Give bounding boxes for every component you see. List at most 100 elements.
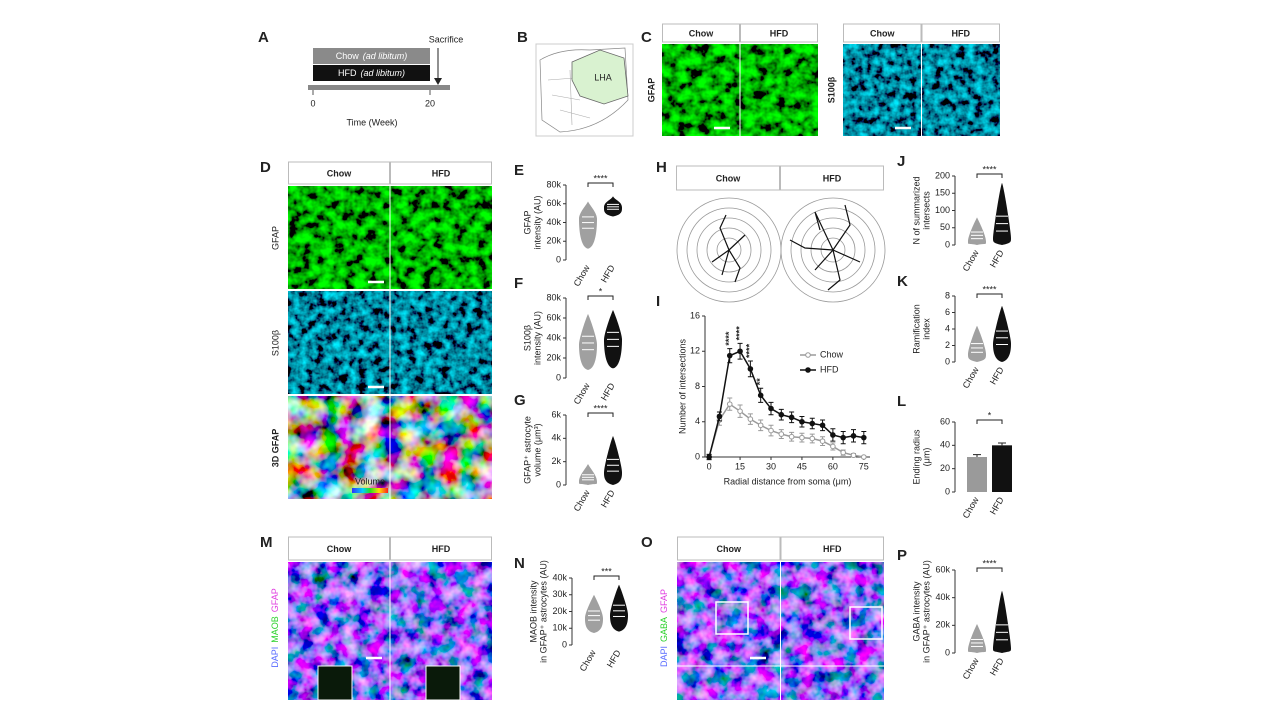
y-tick-label: 200 bbox=[935, 170, 950, 180]
y-tick-label: 20k bbox=[935, 620, 950, 630]
point bbox=[819, 438, 826, 444]
x-tick-label: 20 bbox=[425, 98, 435, 108]
sholl-ring bbox=[820, 237, 846, 263]
point bbox=[840, 449, 846, 456]
x-tick-label: 30 bbox=[766, 461, 776, 471]
panel-label: L bbox=[897, 393, 906, 410]
x-tick-label: HFD bbox=[599, 263, 617, 284]
panel-label: A bbox=[258, 29, 269, 46]
event-label: Sacrifice bbox=[429, 34, 464, 44]
point bbox=[788, 414, 795, 421]
significance-bracket bbox=[976, 293, 1003, 298]
x-axis-label: Radial distance from soma (μm) bbox=[724, 476, 852, 486]
point bbox=[840, 434, 846, 441]
stain-labels: DAPI MAOB GFAP bbox=[270, 588, 280, 668]
group-header bbox=[676, 165, 780, 191]
diet-note: (ad libitum) bbox=[363, 51, 408, 61]
x-tick-label: 60 bbox=[828, 461, 838, 471]
legend-label: HFD bbox=[820, 364, 839, 374]
roi-box bbox=[849, 606, 883, 640]
x-tick-label: 0 bbox=[310, 98, 315, 108]
significance-bracket bbox=[587, 412, 614, 417]
point bbox=[778, 411, 785, 418]
group-label: HFD bbox=[952, 28, 971, 38]
group-header bbox=[288, 161, 390, 185]
point bbox=[726, 352, 733, 359]
panel-label: N bbox=[514, 555, 525, 572]
group-header bbox=[677, 536, 781, 561]
series-line bbox=[708, 350, 864, 458]
y-axis-label: volume (μm³) bbox=[532, 423, 542, 476]
inset bbox=[425, 665, 461, 701]
annotation: **** bbox=[745, 343, 755, 358]
y-tick-label: 12 bbox=[690, 346, 700, 356]
annotation: **** bbox=[734, 326, 744, 341]
panel-label: M bbox=[260, 534, 273, 551]
point bbox=[799, 418, 805, 425]
atlas-lines bbox=[547, 69, 591, 126]
point bbox=[716, 413, 723, 420]
stain-label: DAPI bbox=[659, 646, 669, 667]
point bbox=[788, 433, 795, 440]
group-label: Chow bbox=[689, 28, 714, 38]
panel-label: D bbox=[260, 159, 271, 176]
point bbox=[809, 435, 816, 442]
y-axis-label: intensity (AU) bbox=[532, 311, 542, 365]
y-tick-label: 150 bbox=[935, 188, 950, 198]
y-tick-label: 0 bbox=[945, 356, 950, 366]
y-tick-label: 20 bbox=[940, 463, 950, 473]
astrocyte-trace bbox=[711, 214, 746, 283]
region-label: LHA bbox=[594, 72, 612, 82]
group-label: Chow bbox=[327, 168, 352, 178]
point bbox=[850, 433, 857, 439]
violin bbox=[610, 584, 628, 632]
x-tick-label: Chow bbox=[578, 648, 598, 673]
x-tick-label: HFD bbox=[988, 656, 1006, 677]
violin bbox=[993, 182, 1011, 245]
panel-label: I bbox=[656, 293, 660, 310]
point bbox=[809, 420, 816, 427]
point bbox=[830, 432, 836, 438]
group-label: Chow bbox=[870, 28, 895, 38]
diet-name: Chow bbox=[336, 51, 360, 61]
y-tick-label: 40k bbox=[935, 592, 950, 602]
y-axis-label: intensity (AU) bbox=[532, 195, 542, 249]
y-axis-label: MAOB intensity bbox=[528, 580, 538, 643]
group-header bbox=[390, 536, 492, 561]
point bbox=[757, 392, 764, 399]
group-label: HFD bbox=[432, 544, 451, 554]
y-tick-label: 60k bbox=[546, 312, 561, 322]
significance: * bbox=[599, 286, 603, 296]
y-tick-label: 20k bbox=[546, 236, 561, 246]
panel-label: F bbox=[514, 275, 523, 292]
sholl-ring bbox=[696, 217, 762, 283]
sholl-ring bbox=[800, 217, 866, 283]
legend-marker bbox=[805, 352, 811, 358]
x-tick-label: Chow bbox=[961, 248, 981, 273]
x-tick-label: Chow bbox=[572, 263, 592, 288]
x-tick-label: HFD bbox=[605, 648, 623, 669]
group-header bbox=[662, 23, 740, 43]
y-axis-label: GABA intensity bbox=[911, 581, 921, 642]
group-label: HFD bbox=[770, 28, 789, 38]
significance-bracket bbox=[593, 575, 620, 580]
x-tick-label: 0 bbox=[707, 461, 712, 471]
y-tick-label: 0 bbox=[556, 479, 561, 489]
sholl-ring bbox=[790, 207, 876, 293]
point bbox=[830, 443, 836, 450]
group-label: Chow bbox=[716, 173, 741, 183]
point bbox=[778, 431, 785, 437]
point bbox=[726, 401, 733, 407]
point bbox=[737, 348, 743, 355]
stain-label: GFAP bbox=[270, 588, 280, 612]
sholl-ring bbox=[686, 207, 772, 293]
stain-label: DAPI bbox=[270, 647, 280, 668]
stain-label: S100β bbox=[826, 76, 836, 103]
point bbox=[768, 427, 774, 434]
y-axis-label: index bbox=[921, 318, 931, 340]
y-tick-label: 50 bbox=[940, 222, 950, 232]
x-tick-label: 45 bbox=[797, 461, 807, 471]
roi-box bbox=[715, 601, 749, 635]
panel-label: H bbox=[656, 159, 667, 176]
